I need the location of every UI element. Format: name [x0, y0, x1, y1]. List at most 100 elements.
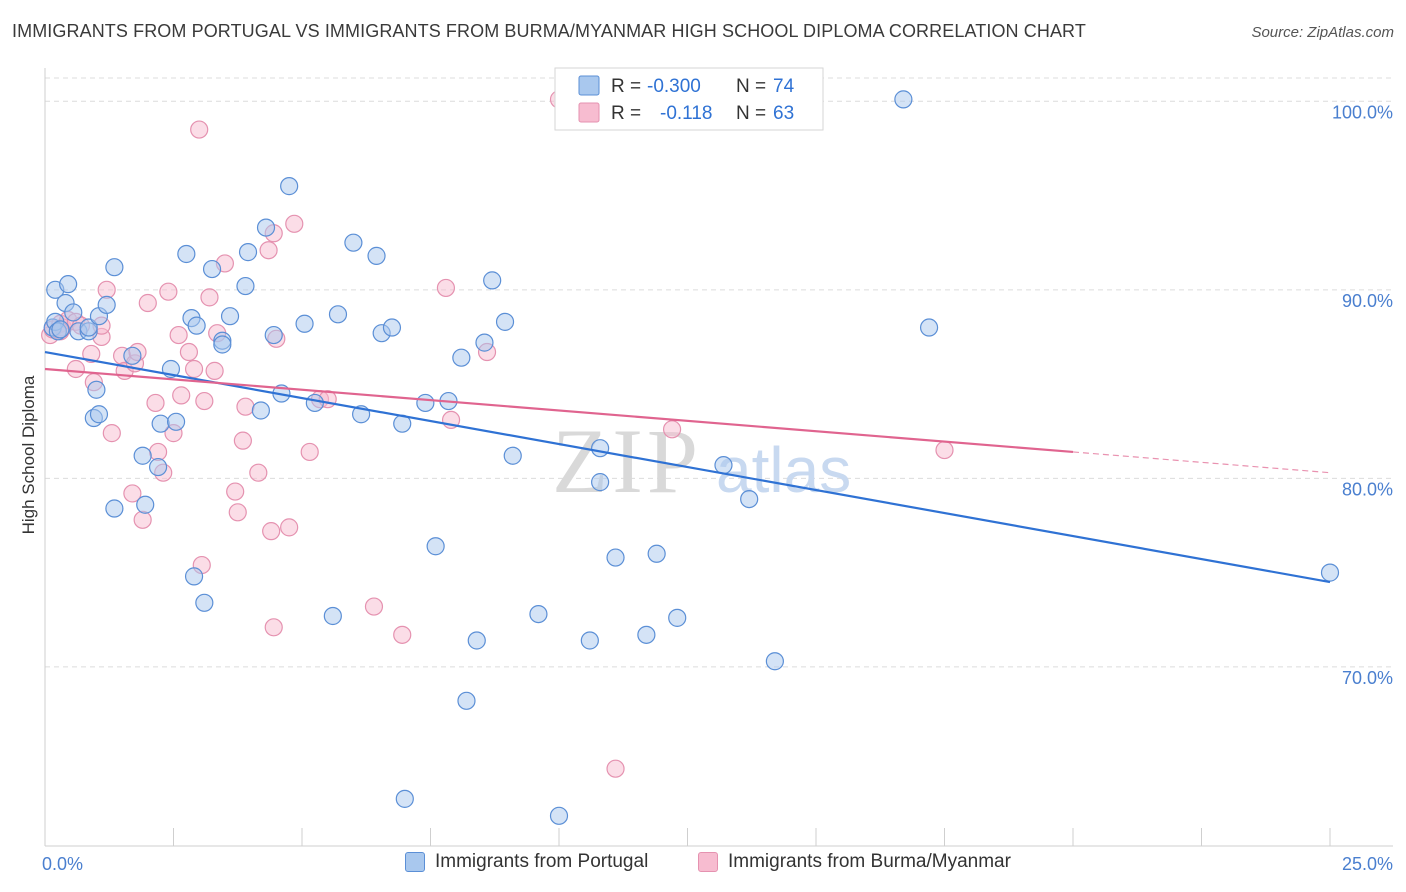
point-burma	[123, 484, 142, 503]
point-portugal	[295, 314, 314, 333]
point-burma	[190, 120, 209, 139]
trend-lines	[44, 350, 1331, 584]
point-portugal	[136, 495, 155, 514]
chart-source: Source: ZipAtlas.com	[1251, 24, 1394, 41]
point-portugal	[151, 414, 170, 433]
legend-r-value-portugal: -0.300	[647, 76, 701, 97]
point-burma	[102, 424, 121, 443]
point-portugal	[236, 276, 255, 296]
legend-n-label-portugal: N =	[736, 76, 766, 97]
point-burma	[259, 241, 278, 260]
y-tick-labels: 70.0% 80.0% 90.0% 100.0%	[1332, 102, 1393, 688]
x-tick-label-min: 0.0%	[42, 854, 83, 874]
point-portugal	[89, 405, 109, 424]
point-portugal	[238, 243, 258, 262]
point-portugal	[97, 295, 116, 314]
point-portugal	[416, 393, 435, 413]
point-burma	[169, 325, 188, 345]
point-portugal	[483, 271, 502, 290]
point-portugal	[637, 625, 656, 644]
point-portugal	[177, 244, 196, 264]
point-portugal	[51, 320, 70, 339]
point-portugal	[894, 90, 913, 109]
point-portugal	[184, 567, 204, 586]
point-portugal	[105, 499, 124, 518]
legend-item-burma: Immigrants from Burma/Myanmar	[698, 851, 1011, 873]
point-portugal	[740, 489, 759, 509]
point-portugal	[529, 604, 548, 624]
point-burma	[233, 431, 252, 450]
point-portugal	[166, 412, 186, 431]
point-portugal	[220, 307, 240, 326]
point-portugal	[426, 537, 445, 556]
legend-swatch-burma	[578, 102, 600, 123]
legend-label-burma: Immigrants from Burma/Myanmar	[728, 851, 1011, 872]
legend-item-portugal: Immigrants from Portugal	[405, 851, 648, 873]
point-burma	[82, 344, 101, 364]
axes	[44, 68, 1393, 847]
point-portugal	[87, 380, 106, 399]
point-portugal	[133, 446, 152, 465]
point-portugal	[367, 246, 386, 265]
legend-n-label-burma: N =	[736, 103, 766, 124]
correlation-legend: R = -0.300 N = 74 R = -0.118 N = 63	[554, 67, 824, 131]
point-burma	[159, 282, 178, 301]
point-burma	[264, 618, 283, 637]
point-portugal	[714, 456, 733, 475]
point-portugal	[64, 303, 83, 322]
chart-title: IMMIGRANTS FROM PORTUGAL VS IMMIGRANTS F…	[12, 21, 1086, 41]
point-burma	[205, 361, 224, 380]
watermark: ZIP atlas	[552, 410, 851, 512]
point-burma	[184, 359, 204, 379]
point-burma	[662, 420, 682, 439]
gridlines	[45, 77, 1393, 668]
point-portugal	[647, 544, 666, 563]
point-portugal	[59, 275, 78, 294]
point-burma	[200, 288, 219, 307]
point-portugal	[503, 446, 522, 465]
point-portugal	[323, 606, 342, 626]
legend-label-portugal: Immigrants from Portugal	[435, 851, 649, 872]
point-portugal	[549, 806, 569, 825]
point-portugal	[79, 318, 98, 337]
legend-swatch-icon	[698, 852, 718, 872]
legend-n-value-burma: 63	[773, 103, 794, 124]
watermark-atlas: atlas	[716, 434, 851, 506]
point-burma	[606, 759, 625, 778]
point-portugal	[105, 258, 124, 277]
point-burma	[148, 442, 168, 462]
point-burma	[195, 391, 214, 411]
point-portugal	[495, 312, 515, 331]
point-portugal	[264, 325, 283, 345]
point-burma	[146, 393, 165, 413]
point-burma	[280, 518, 299, 537]
point-portugal	[580, 631, 599, 650]
y-tick-label: 80.0%	[1342, 479, 1393, 499]
point-portugal	[202, 259, 222, 279]
point-portugal	[606, 548, 625, 567]
point-burma	[179, 342, 199, 362]
point-burma	[228, 503, 247, 522]
point-portugal	[591, 439, 610, 458]
trend-line-portugal	[44, 350, 1331, 584]
point-portugal	[1320, 563, 1340, 582]
point-burma	[236, 397, 255, 416]
point-burma	[66, 359, 85, 379]
y-tick-label: 70.0%	[1342, 668, 1393, 688]
legend-r-value-burma: -0.118	[660, 103, 712, 124]
point-portugal	[457, 691, 476, 710]
point-burma	[172, 386, 191, 405]
point-portugal	[382, 318, 402, 337]
point-portugal	[148, 457, 168, 477]
legend-r-label-portugal: R =	[611, 76, 641, 97]
trend-line-burma	[44, 367, 1074, 454]
point-portugal	[919, 318, 939, 337]
point-burma	[393, 625, 412, 644]
point-portugal	[765, 652, 784, 671]
series-portugal-points	[43, 90, 1340, 825]
point-portugal	[256, 218, 276, 237]
trend-line-burma-extension	[1072, 451, 1331, 474]
y-tick-label: 90.0%	[1342, 291, 1393, 311]
point-burma	[97, 280, 116, 299]
legend-n-value-portugal: 74	[773, 76, 795, 97]
